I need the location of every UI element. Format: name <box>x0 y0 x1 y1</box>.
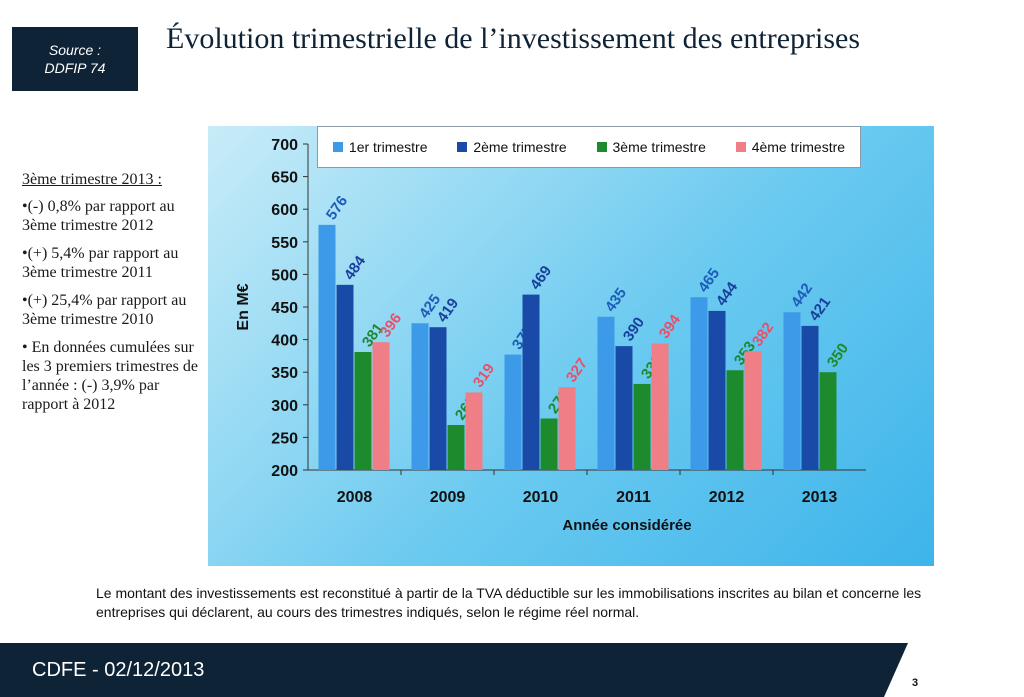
bar-value-label: 576 <box>323 193 351 223</box>
bar <box>558 387 576 470</box>
y-tick-label: 300 <box>271 398 298 415</box>
source-box: Source : DDFIP 74 <box>12 27 138 91</box>
bar <box>411 323 429 470</box>
source-value: DDFIP 74 <box>44 60 106 76</box>
bar <box>633 383 651 470</box>
bar-value-label: 394 <box>656 311 685 342</box>
sidebar-bullet: • En données cumulées sur les 3 premiers… <box>22 339 198 413</box>
footer-bar: CDFE - 02/12/2013 <box>0 643 908 697</box>
bar-chart: 200 250 300 350 400 450 500 550 600 650 700 En M€ 57… <box>235 137 866 534</box>
x-tick-label: 2013 <box>802 489 838 506</box>
bar <box>783 312 801 470</box>
legend-swatch-q1 <box>332 142 343 152</box>
legend-swatch-q2 <box>457 142 468 152</box>
legend-item: 4ème trimestre <box>735 139 846 155</box>
y-axis-title: En M€ <box>235 283 252 330</box>
bar <box>447 425 465 470</box>
y-tick-label: 200 <box>271 463 298 480</box>
legend-item: 1er trimestre <box>332 139 428 155</box>
x-axis-title: Année considérée <box>562 517 691 534</box>
bar <box>354 351 372 470</box>
bar <box>465 392 483 470</box>
bar <box>651 343 669 470</box>
y-tick-label: 600 <box>271 202 298 219</box>
legend-item: 3ème trimestre <box>596 139 706 155</box>
x-tick-label: 2009 <box>430 489 466 506</box>
bar-value-label: 350 <box>824 340 852 370</box>
bar-value-label: 390 <box>620 314 648 344</box>
bar-value-label: 327 <box>563 355 591 385</box>
bar <box>429 327 447 470</box>
bar <box>744 351 762 470</box>
page-title: Évolution trimestrielle de l’investissem… <box>166 22 860 55</box>
x-tick-label: 2008 <box>337 489 373 506</box>
source-label: Source : <box>48 42 102 58</box>
legend-label: 2ème trimestre <box>473 139 567 155</box>
bar <box>690 297 708 470</box>
footer-text: CDFE - 02/12/2013 <box>32 659 205 681</box>
y-tick-label: 450 <box>271 300 298 317</box>
bar <box>318 224 336 470</box>
bar <box>801 325 819 470</box>
bar <box>504 354 522 470</box>
bar <box>522 294 540 470</box>
y-tick-label: 650 <box>271 170 298 187</box>
sidebar-bullet: •(-) 0,8% par rapport au 3ème trimestre … <box>22 198 175 234</box>
bar-value-label: 319 <box>470 360 498 390</box>
page-number: 3 <box>912 677 919 689</box>
bar <box>708 310 726 470</box>
legend-swatch-q3 <box>596 142 607 152</box>
y-tick-label: 700 <box>271 137 298 154</box>
legend-label: 4ème trimestre <box>751 139 846 155</box>
bar <box>615 346 633 470</box>
bar-value-label: 435 <box>602 285 630 315</box>
chart-panel: 200 250 300 350 400 450 500 550 600 650 700 En M€ 57… <box>208 126 934 566</box>
footnote: Le montant des investissements est recon… <box>96 585 922 620</box>
bar-value-label: 484 <box>341 252 370 283</box>
chart-legend: 1er trimestre 2ème trimestre 3ème trimes… <box>317 126 861 168</box>
x-tick-label: 2010 <box>523 489 559 506</box>
legend-swatch-q4 <box>735 142 746 152</box>
bar-value-label: 469 <box>527 263 555 293</box>
sidebar-bullet: •(+) 5,4% par rapport au 3ème trimestre … <box>22 245 179 281</box>
legend-label: 1er trimestre <box>348 139 428 155</box>
x-tick-label: 2012 <box>709 489 745 506</box>
y-tick-label: 550 <box>271 235 298 252</box>
y-tick-label: 250 <box>271 430 298 447</box>
bar <box>819 372 837 470</box>
sidebar-notes: 3ème trimestre 2013 : •(-) 0,8% par rapp… <box>22 170 207 423</box>
bar <box>726 370 744 470</box>
x-tick-label: 2011 <box>616 489 651 506</box>
legend-label: 3ème trimestre <box>612 139 706 155</box>
bar <box>372 342 390 470</box>
legend-item: 2ème trimestre <box>457 139 567 155</box>
sidebar-heading: 3ème trimestre 2013 : <box>22 171 162 188</box>
sidebar-bullet: •(+) 25,4% par rapport au 3ème trimestre… <box>22 292 187 328</box>
bar <box>597 316 615 470</box>
y-tick-label: 400 <box>271 333 298 350</box>
bar <box>540 418 558 470</box>
bar <box>336 284 354 470</box>
y-tick-label: 350 <box>271 365 298 382</box>
y-tick-label: 500 <box>271 267 298 284</box>
